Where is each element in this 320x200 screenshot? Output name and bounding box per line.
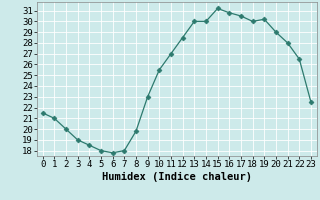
X-axis label: Humidex (Indice chaleur): Humidex (Indice chaleur): [102, 172, 252, 182]
